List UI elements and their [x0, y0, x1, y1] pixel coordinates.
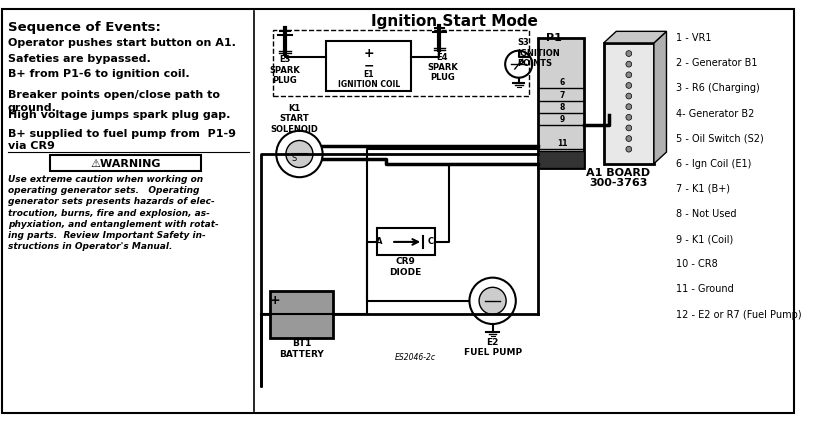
Text: 3 - R6 (Charging): 3 - R6 (Charging)	[677, 84, 760, 94]
Text: 2 - Generator B1: 2 - Generator B1	[677, 58, 757, 68]
Text: 300-3763: 300-3763	[589, 178, 648, 188]
Text: phyxiation, and entanglement with rotat-: phyxiation, and entanglement with rotat-	[7, 220, 218, 229]
Text: Breaker points open/close path to
ground.: Breaker points open/close path to ground…	[7, 90, 220, 113]
Text: E3
SPARK
PLUG: E3 SPARK PLUG	[269, 55, 300, 85]
Circle shape	[626, 51, 632, 57]
Text: generator sets presents hazards of elec-: generator sets presents hazards of elec-	[7, 197, 214, 206]
Text: B+ supplied to fuel pump from  P1-9
via CR9: B+ supplied to fuel pump from P1-9 via C…	[7, 129, 236, 151]
Text: 6: 6	[559, 78, 564, 87]
Text: A: A	[377, 238, 383, 246]
Text: 4- Generator B2: 4- Generator B2	[677, 108, 755, 119]
Bar	[604, 43, 654, 164]
Circle shape	[626, 61, 632, 67]
Circle shape	[626, 104, 632, 110]
Text: Sequence of Events:: Sequence of Events:	[7, 21, 161, 34]
Text: C: C	[428, 238, 434, 246]
Circle shape	[626, 114, 632, 120]
Bar	[326, 41, 411, 91]
Text: 10 - CR8: 10 - CR8	[677, 259, 718, 269]
Circle shape	[626, 72, 632, 78]
Text: operating generator sets.   Operating: operating generator sets. Operating	[7, 187, 199, 195]
Text: structions in Operator's Manual.: structions in Operator's Manual.	[7, 242, 172, 251]
Text: 9 - K1 (Coil): 9 - K1 (Coil)	[677, 234, 733, 244]
Circle shape	[626, 146, 632, 152]
Circle shape	[626, 125, 632, 131]
Text: K1
START
SOLENOID: K1 START SOLENOID	[270, 104, 319, 134]
Bar	[270, 291, 333, 338]
Text: 7 - K1 (B+): 7 - K1 (B+)	[677, 184, 730, 194]
Circle shape	[276, 131, 323, 177]
Text: 8: 8	[559, 103, 564, 113]
Bar	[538, 151, 584, 168]
Bar	[538, 38, 584, 168]
Circle shape	[626, 83, 632, 88]
Polygon shape	[654, 31, 667, 164]
Text: Operator pushes start button on A1.: Operator pushes start button on A1.	[7, 38, 236, 48]
Circle shape	[470, 278, 516, 324]
Text: 5 - Oil Switch (S2): 5 - Oil Switch (S2)	[677, 134, 764, 144]
Text: −: −	[363, 60, 374, 72]
Polygon shape	[604, 31, 667, 43]
Text: Safeties are bypassed.: Safeties are bypassed.	[7, 54, 151, 64]
Text: 12 - E2 or R7 (Fuel Pump): 12 - E2 or R7 (Fuel Pump)	[677, 309, 802, 319]
Text: B+ from P1-6 to ignition coil.: B+ from P1-6 to ignition coil.	[7, 69, 190, 79]
Bar	[274, 30, 529, 96]
Text: Ignition Start Mode: Ignition Start Mode	[371, 14, 537, 29]
Text: P1: P1	[545, 33, 562, 43]
Text: Use extreme caution when working on: Use extreme caution when working on	[7, 175, 203, 184]
Text: 6 - Ign Coil (E1): 6 - Ign Coil (E1)	[677, 159, 751, 169]
Text: High voltage jumps spark plug gap.: High voltage jumps spark plug gap.	[7, 110, 230, 119]
Text: 8 - Not Used: 8 - Not Used	[677, 209, 737, 219]
Bar	[377, 228, 435, 255]
Text: 11: 11	[557, 139, 568, 148]
Text: E4
SPARK
PLUG: E4 SPARK PLUG	[427, 53, 458, 82]
Circle shape	[626, 93, 632, 99]
Text: S3
IGNITION
POINTS: S3 IGNITION POINTS	[517, 38, 560, 68]
Text: CR9
DIODE: CR9 DIODE	[390, 257, 422, 277]
Text: 7: 7	[559, 91, 564, 100]
Text: trocution, burns, fire and explosion, as-: trocution, burns, fire and explosion, as…	[7, 208, 209, 218]
Text: E1
IGNITION COIL: E1 IGNITION COIL	[338, 70, 400, 89]
Text: E2
FUEL PUMP: E2 FUEL PUMP	[464, 338, 522, 357]
Bar	[50, 155, 201, 171]
Circle shape	[286, 141, 313, 168]
Text: 9: 9	[559, 115, 564, 124]
Circle shape	[505, 51, 532, 78]
Text: BT1
BATTERY: BT1 BATTERY	[279, 339, 324, 359]
Text: 11 - Ground: 11 - Ground	[677, 284, 734, 295]
Text: ⚠WARNING: ⚠WARNING	[91, 159, 161, 169]
Text: +: +	[270, 294, 281, 307]
Text: A1 BOARD: A1 BOARD	[586, 168, 650, 179]
Text: +: +	[363, 47, 374, 60]
Text: 1 - VR1: 1 - VR1	[677, 33, 712, 43]
Circle shape	[479, 287, 506, 314]
Text: ing parts.  Review Important Safety in-: ing parts. Review Important Safety in-	[7, 231, 205, 240]
Text: ES2046-2c: ES2046-2c	[395, 353, 436, 362]
Text: S: S	[292, 154, 297, 163]
Circle shape	[626, 135, 632, 141]
